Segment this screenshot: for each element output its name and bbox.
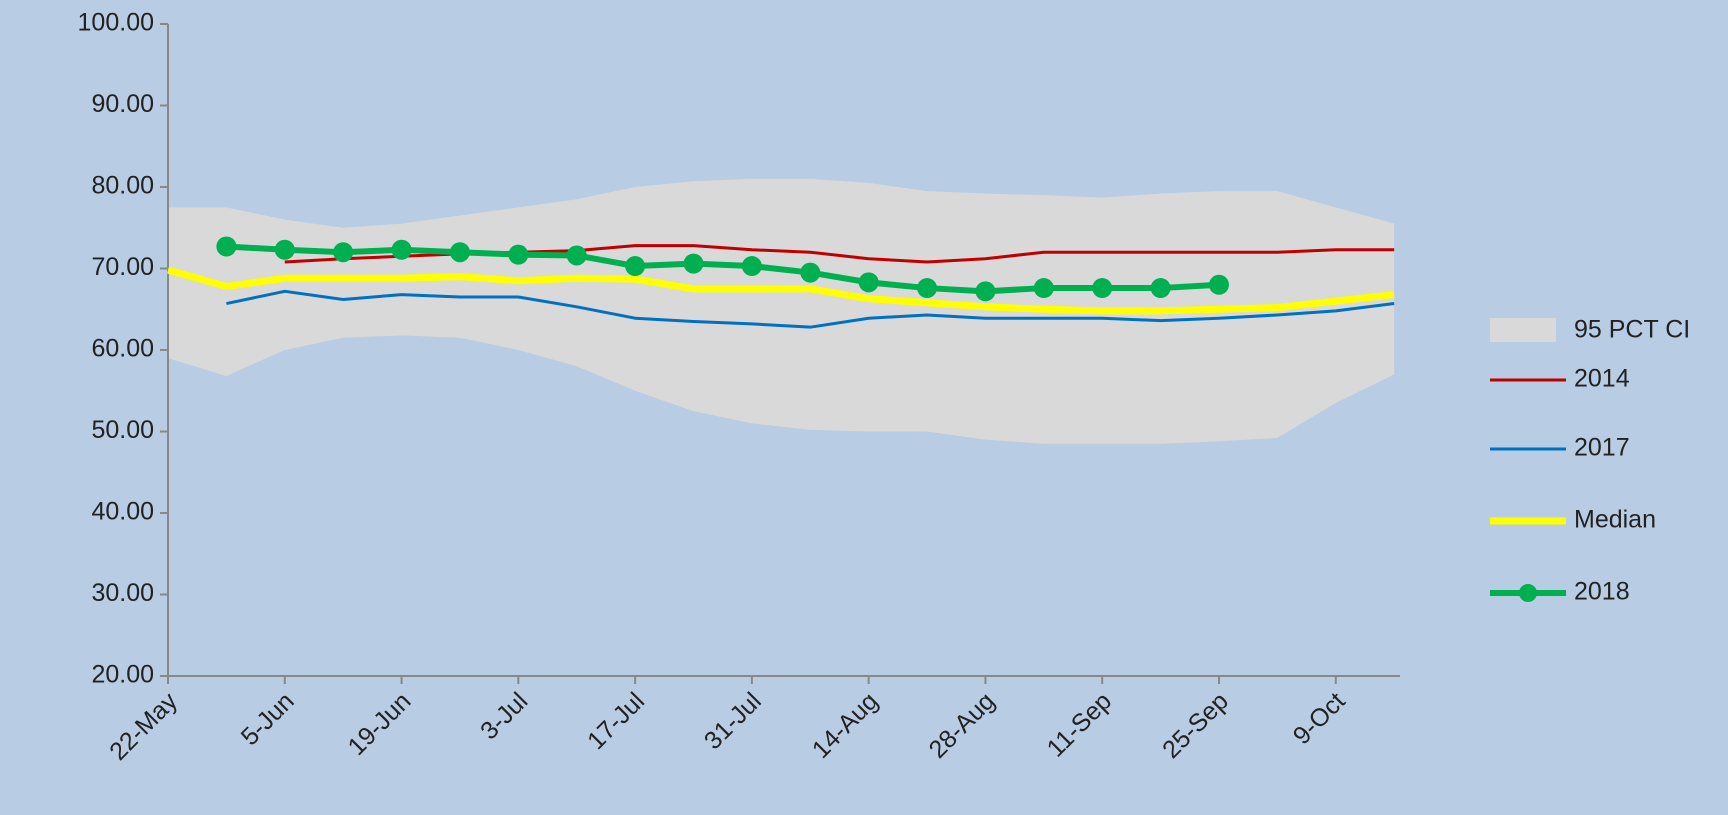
legend-label: 95 PCT CI (1574, 316, 1690, 344)
point (274, 239, 295, 260)
x-tick-label: 25-Sep (1157, 687, 1234, 764)
y-tick-label: 100.00 (78, 9, 154, 37)
x-tick-label: 22-May (104, 687, 183, 766)
point (1208, 274, 1229, 295)
point (625, 256, 646, 277)
x-tick-label: 5-Jun (236, 687, 300, 751)
y-tick-label: 90.00 (91, 90, 154, 118)
y-tick-label: 70.00 (91, 253, 154, 281)
series-line (226, 289, 1395, 329)
point (1150, 278, 1171, 299)
legend-label: Median (1574, 506, 1656, 534)
point (391, 239, 412, 260)
y-tick-label: 50.00 (91, 416, 154, 444)
legend-label: 2018 (1574, 578, 1630, 606)
series-line (167, 266, 1395, 315)
point (858, 272, 879, 293)
x-tick-label: 3-Jul (475, 687, 533, 745)
ci-band (168, 178, 1395, 444)
y-tick-label: 30.00 (91, 579, 154, 607)
x-tick-label: 28-Aug (924, 687, 1001, 764)
x-tick-label: 31-Jul (699, 687, 767, 755)
legend-swatch (1490, 318, 1556, 342)
legend-label: 2017 (1574, 434, 1630, 462)
point (449, 242, 470, 263)
x-tick-label: 19-Jun (343, 687, 417, 761)
point (216, 236, 237, 257)
legend-marker (1519, 584, 1537, 602)
x-tick-label: 14-Aug (807, 687, 884, 764)
point (975, 281, 996, 302)
point (917, 278, 938, 299)
legend-label: 2014 (1574, 365, 1630, 393)
y-tick-label: 40.00 (91, 498, 154, 526)
y-tick-label: 20.00 (91, 661, 154, 689)
point (1092, 278, 1113, 299)
point (508, 244, 529, 265)
point (1033, 278, 1054, 299)
point (333, 242, 354, 263)
point (741, 256, 762, 277)
point (683, 253, 704, 274)
x-tick-label: 17-Jul (582, 687, 650, 755)
y-tick-label: 60.00 (91, 335, 154, 363)
y-tick-label: 80.00 (91, 172, 154, 200)
point (800, 262, 821, 283)
x-tick-label: 9-Oct (1288, 687, 1351, 750)
point (566, 245, 587, 266)
x-tick-label: 11-Sep (1042, 687, 1117, 762)
